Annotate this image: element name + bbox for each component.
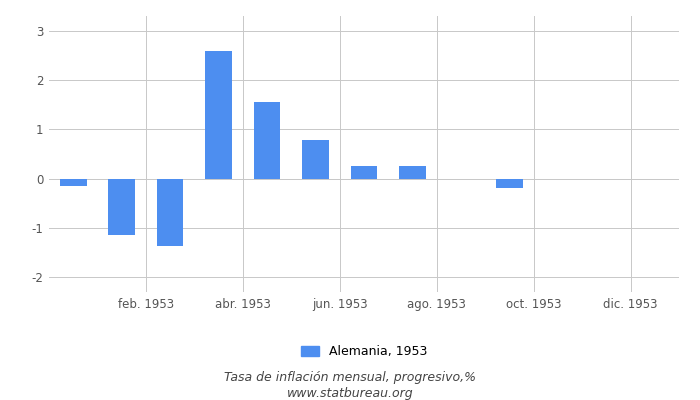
Bar	[399, 166, 426, 179]
Legend: Alemania, 1953: Alemania, 1953	[301, 345, 427, 358]
Bar	[496, 179, 523, 188]
Text: Tasa de inflación mensual, progresivo,%: Tasa de inflación mensual, progresivo,%	[224, 372, 476, 384]
Bar	[108, 179, 135, 235]
Bar	[302, 140, 329, 179]
Bar	[254, 102, 281, 179]
Bar	[157, 179, 183, 246]
Bar	[351, 166, 377, 179]
Bar	[205, 50, 232, 179]
Text: www.statbureau.org: www.statbureau.org	[287, 388, 413, 400]
Bar	[60, 179, 87, 186]
